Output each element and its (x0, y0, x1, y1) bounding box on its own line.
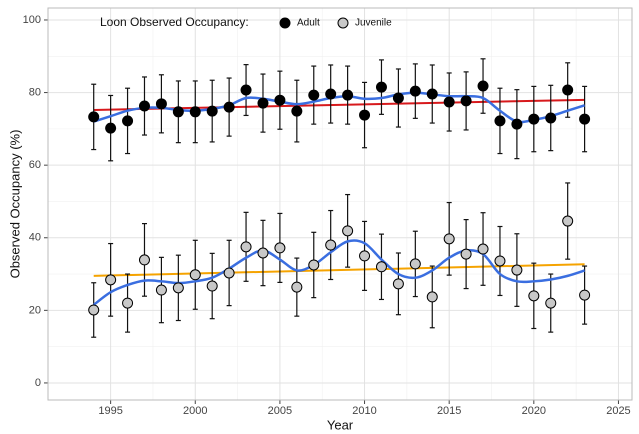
x-tick-label: 2005 (268, 405, 292, 417)
point (240, 84, 252, 96)
point (359, 109, 371, 121)
x-tick-label: 2025 (606, 405, 630, 417)
point (308, 89, 320, 101)
point (511, 118, 523, 130)
point (206, 280, 218, 292)
point (308, 259, 320, 271)
point (409, 258, 421, 270)
x-tick-label: 1995 (98, 405, 122, 417)
point (291, 105, 303, 117)
point (375, 261, 387, 273)
x-axis-title: Year (327, 417, 354, 432)
legend-label: Adult (297, 18, 320, 29)
smooth-line (93, 91, 585, 124)
panel-border (47, 7, 633, 401)
point (88, 111, 100, 123)
y-axis-title: Observed Occupancy (%) (7, 130, 22, 279)
point (545, 297, 557, 309)
y-tick-label: 20 (29, 304, 41, 316)
point (172, 282, 184, 294)
y-tick-label: 40 (29, 232, 41, 244)
point (528, 113, 540, 125)
point (189, 269, 201, 281)
point (206, 105, 218, 117)
point (240, 241, 252, 253)
point (545, 112, 557, 124)
point (426, 88, 438, 100)
point (511, 264, 523, 276)
legend-marker (279, 17, 291, 29)
point (105, 274, 117, 286)
point (375, 81, 387, 93)
point (359, 250, 371, 262)
x-tick-label: 2010 (352, 405, 376, 417)
point (122, 297, 134, 309)
point (494, 115, 506, 127)
point (443, 96, 455, 108)
point (409, 85, 421, 97)
legend-label: Juvenile (355, 18, 392, 29)
point (88, 304, 100, 316)
point (477, 80, 489, 92)
point (528, 290, 540, 302)
point (477, 243, 489, 255)
point (155, 98, 167, 110)
point (325, 88, 337, 100)
point (579, 289, 591, 301)
point (172, 106, 184, 118)
point (443, 233, 455, 245)
point (138, 254, 150, 266)
point (223, 101, 235, 113)
legend-marker (337, 17, 349, 29)
y-tick-label: 0 (35, 377, 41, 389)
point (494, 255, 506, 267)
point (138, 100, 150, 112)
point (460, 95, 472, 107)
x-tick-label: 2000 (183, 405, 207, 417)
point (460, 248, 472, 260)
point (426, 291, 438, 303)
trend-line (93, 263, 585, 277)
point (392, 92, 404, 104)
legend-title: Loon Observed Occupancy: (100, 15, 249, 29)
x-tick-label: 2020 (522, 405, 546, 417)
point (223, 267, 235, 279)
point (291, 281, 303, 293)
point (257, 247, 269, 259)
point (325, 239, 337, 251)
point (274, 242, 286, 254)
x-tick-label: 2015 (437, 405, 461, 417)
point (562, 84, 574, 96)
point (257, 97, 269, 109)
y-tick-label: 80 (29, 86, 41, 98)
smooth-line (92, 239, 585, 306)
point (274, 94, 286, 106)
point (122, 115, 134, 127)
point (105, 122, 117, 134)
point (155, 284, 167, 296)
point (189, 106, 201, 118)
point (342, 89, 354, 101)
y-tick-label: 60 (29, 159, 41, 171)
point (562, 215, 574, 227)
point (579, 113, 591, 125)
point (392, 278, 404, 290)
point (342, 225, 354, 237)
y-tick-label: 100 (23, 14, 41, 26)
